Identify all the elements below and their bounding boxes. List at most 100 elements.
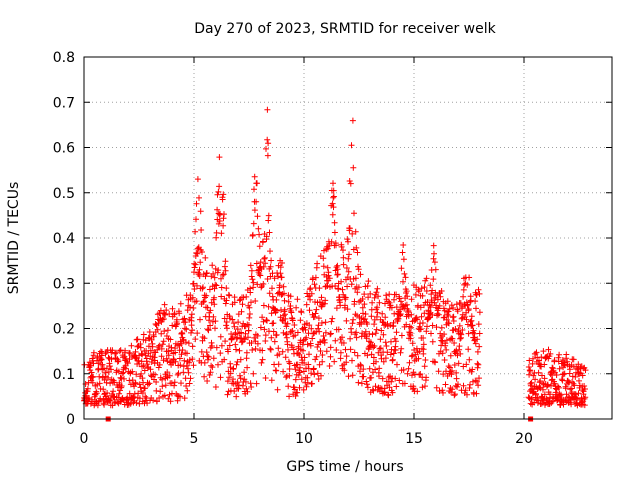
data-point: [404, 293, 411, 300]
data-point: [364, 321, 371, 327]
data-point: [386, 291, 393, 298]
data-point: [432, 359, 439, 366]
data-point: [447, 352, 454, 359]
data-point: [203, 270, 210, 276]
data-point: [545, 346, 552, 353]
data-point: [262, 375, 269, 381]
data-point: [258, 359, 265, 366]
data-point: [216, 183, 223, 190]
data-point: [449, 386, 456, 393]
data-point: [138, 370, 145, 377]
data-point: [248, 384, 255, 390]
data-point: [300, 368, 307, 375]
data-point: [562, 385, 569, 392]
data-point: [143, 355, 150, 362]
data-point: [210, 355, 217, 362]
data-point: [419, 320, 426, 326]
data-point: [97, 395, 104, 402]
data-point: [313, 306, 320, 313]
data-point: [377, 345, 384, 352]
data-point: [356, 319, 363, 326]
data-point: [369, 331, 376, 338]
data-point: [429, 287, 436, 294]
data-point: [231, 388, 238, 395]
data-point: [450, 305, 457, 311]
data-point: [348, 142, 355, 149]
data-point: [167, 336, 174, 343]
data-point: [476, 309, 483, 316]
data-point: [464, 391, 470, 398]
data-point: [449, 367, 455, 374]
data-point: [264, 317, 270, 324]
data-point: [221, 315, 228, 322]
data-point: [423, 328, 430, 335]
data-point: [370, 344, 377, 351]
data-point: [196, 194, 202, 201]
data-point: [281, 297, 288, 304]
data-point: [301, 354, 308, 361]
data-point: [115, 394, 122, 401]
data-point: [169, 305, 176, 312]
data-point: [347, 335, 354, 342]
data-point: [441, 331, 448, 338]
data-point: [178, 380, 184, 387]
data-point: [181, 325, 188, 332]
data-point: [169, 322, 176, 329]
data-point: [328, 318, 335, 325]
y-tick-label: 0: [66, 412, 75, 428]
y-tick-label: 0.1: [53, 367, 75, 383]
data-point: [158, 353, 165, 360]
data-point: [121, 375, 127, 382]
data-point: [560, 371, 567, 378]
data-point: [260, 281, 267, 287]
data-point: [244, 364, 251, 371]
data-point: [223, 297, 230, 304]
data-point: [533, 391, 539, 398]
data-point: [254, 281, 261, 288]
data-point: [555, 383, 561, 390]
data-point: [257, 324, 264, 331]
data-point: [212, 384, 219, 390]
data-point: [199, 249, 205, 255]
data-point: [455, 381, 461, 388]
data-point: [393, 383, 400, 390]
data-point: [286, 372, 293, 379]
data-point: [454, 383, 461, 390]
data-point: [234, 326, 241, 333]
data-point: [191, 286, 198, 292]
data-point: [248, 267, 255, 274]
data-point: [452, 326, 459, 332]
data-point: [172, 358, 179, 365]
data-point: [343, 265, 350, 271]
data-point: [140, 331, 147, 338]
data-point: [311, 281, 318, 288]
data-point: [438, 337, 445, 344]
data-point: [401, 380, 408, 387]
data-point: [330, 204, 337, 211]
data-point: [327, 344, 334, 351]
data-point: [320, 333, 327, 339]
data-point: [475, 361, 482, 368]
data-point: [266, 229, 273, 236]
data-point: [371, 343, 378, 349]
data-point: [273, 307, 280, 314]
data-point: [230, 365, 237, 372]
data-point: [340, 340, 347, 346]
data-point: [430, 276, 437, 283]
data-point: [193, 249, 200, 256]
data-point: [275, 273, 281, 280]
data-point: [357, 271, 364, 278]
data-point: [254, 340, 261, 347]
data-point: [154, 346, 161, 353]
data-point: [463, 316, 470, 323]
data-point: [476, 375, 482, 382]
data-point: [345, 373, 352, 380]
data-point: [222, 338, 229, 345]
data-point: [155, 320, 162, 327]
data-point: [540, 386, 546, 393]
data-point: [431, 259, 438, 266]
data-point: [364, 384, 371, 391]
data-point: [259, 347, 266, 354]
data-point: [239, 301, 246, 308]
data-point: [469, 322, 476, 329]
